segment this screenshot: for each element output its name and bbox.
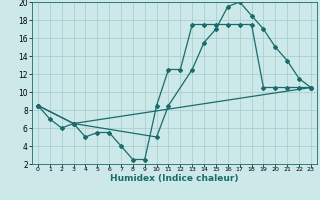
X-axis label: Humidex (Indice chaleur): Humidex (Indice chaleur) xyxy=(110,174,239,183)
